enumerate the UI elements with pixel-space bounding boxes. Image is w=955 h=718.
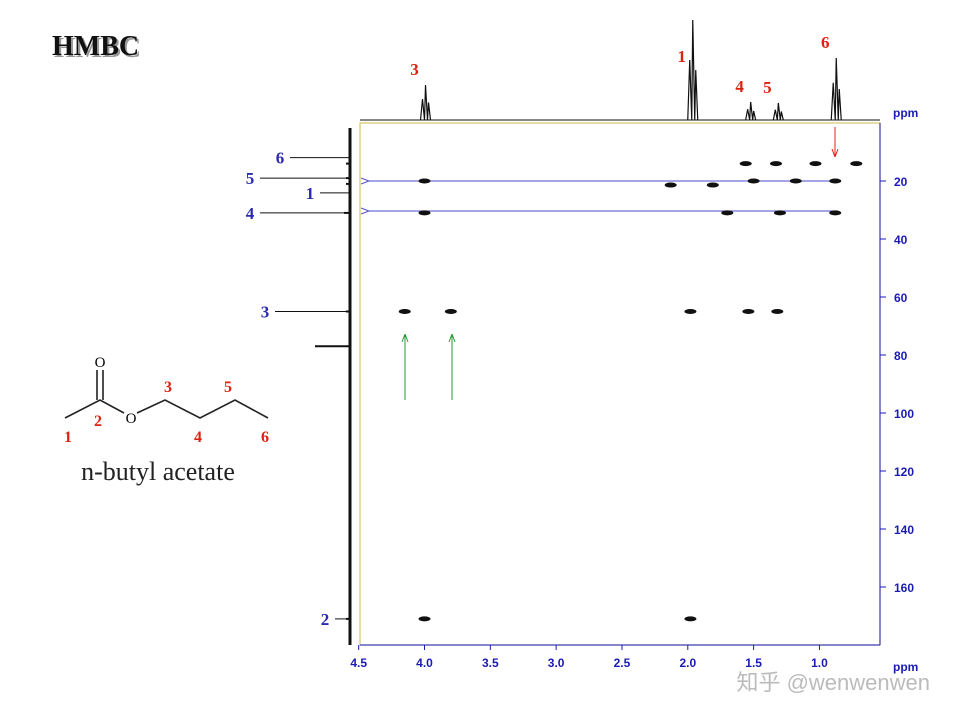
oxygen: O xyxy=(95,355,106,371)
y-tick-label: 20 xyxy=(894,175,908,189)
x-unit-top: ppm xyxy=(893,106,918,120)
cross-peak xyxy=(398,309,411,314)
plot-frame xyxy=(359,122,881,646)
structure xyxy=(64,370,269,419)
proton-label: 1 xyxy=(677,47,686,66)
atom-label: 6 xyxy=(261,429,269,446)
proton-label: 5 xyxy=(763,78,772,97)
x-tick-label: 1.0 xyxy=(811,656,828,670)
y-tick-label: 100 xyxy=(894,407,914,421)
x-tick-label: 3.0 xyxy=(548,656,565,670)
bond xyxy=(64,399,125,419)
cross-peak xyxy=(789,178,802,184)
title-shadow: HMBC xyxy=(54,33,141,64)
cross-peak xyxy=(418,616,431,622)
cross-peak xyxy=(418,210,431,216)
bond xyxy=(136,399,269,419)
proton-peak xyxy=(830,57,842,121)
cross-peak xyxy=(418,178,431,184)
carbon-label: 2 xyxy=(321,610,330,629)
cross-peak xyxy=(747,178,760,184)
x-tick-label: 4.5 xyxy=(350,656,367,670)
atom-label: 5 xyxy=(224,379,232,396)
x-tick-label: 2.5 xyxy=(614,656,631,670)
cross-peak xyxy=(829,210,842,216)
x-tick-label: 1.5 xyxy=(745,656,762,670)
cross-peak xyxy=(721,210,734,216)
proton-label: 6 xyxy=(821,33,830,52)
cross-peak xyxy=(773,210,786,216)
cross-peak xyxy=(684,309,697,314)
proton-peak xyxy=(745,101,757,121)
cross-peak xyxy=(684,616,697,622)
cross-peak xyxy=(444,309,457,314)
proton-label: 3 xyxy=(410,60,419,79)
proton-peak xyxy=(419,84,432,121)
cross-peak xyxy=(829,178,842,184)
cross-peak xyxy=(706,182,719,188)
oxygen: O xyxy=(126,411,137,427)
y-tick-label: 160 xyxy=(894,581,914,595)
proton-label: 4 xyxy=(735,77,744,96)
watermark: 知乎 @wenwenwen xyxy=(736,670,930,695)
cross-peak xyxy=(809,161,822,167)
x-tick-label: 3.5 xyxy=(482,656,499,670)
y-tick-label: 60 xyxy=(894,291,908,305)
atom-label: 4 xyxy=(194,429,202,446)
cross-peak xyxy=(742,309,755,314)
carbon-label: 4 xyxy=(246,204,255,223)
y-tick-label: 140 xyxy=(894,523,914,537)
atom-label: 3 xyxy=(164,379,172,396)
y-unit: ppm xyxy=(893,113,918,127)
compound-name: n-butyl acetate xyxy=(81,457,235,486)
cross-peak xyxy=(664,182,677,188)
carbon-label: 6 xyxy=(276,149,285,168)
cross-peak xyxy=(771,309,784,314)
carbon-label: 3 xyxy=(261,303,270,322)
proton-peak xyxy=(772,102,784,121)
carbon-label: 1 xyxy=(306,184,315,203)
cross-peak xyxy=(770,161,782,167)
cross-peak xyxy=(739,161,752,167)
y-tick-label: 120 xyxy=(894,465,914,479)
x-tick-label: 2.0 xyxy=(679,656,696,670)
atom-label: 2 xyxy=(94,413,102,430)
x-unit: ppm xyxy=(893,660,918,674)
y-tick-label: 80 xyxy=(894,349,908,363)
atom-label: 1 xyxy=(64,429,72,446)
title: HMBC xyxy=(52,31,139,62)
y-tick-label: 40 xyxy=(894,233,908,247)
carbon-label: 5 xyxy=(246,169,255,188)
x-tick-label: 4.0 xyxy=(416,656,433,670)
cross-peak xyxy=(850,161,863,167)
proton-peak xyxy=(687,19,699,121)
